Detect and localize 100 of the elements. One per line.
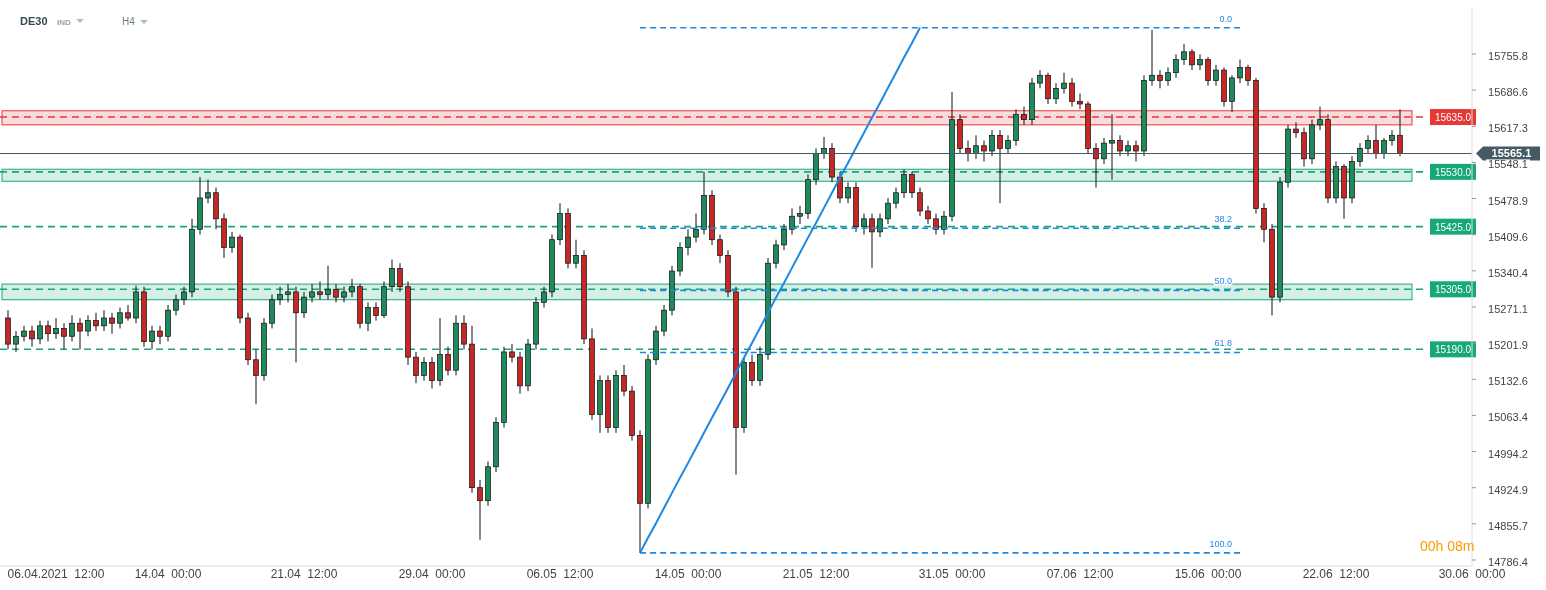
candlestick xyxy=(845,181,851,204)
candlestick xyxy=(93,312,99,332)
candlestick xyxy=(373,301,379,322)
candlestick xyxy=(69,314,75,342)
candlestick xyxy=(773,239,779,269)
annotation: H4 xyxy=(122,16,136,27)
y-tick-label: 15617.3 xyxy=(1488,122,1528,135)
y-tick-label: 15271.1 xyxy=(1488,302,1528,315)
candlestick xyxy=(37,320,43,345)
candlestick xyxy=(53,317,59,340)
candlestick xyxy=(869,213,875,269)
candlestick xyxy=(1381,137,1387,160)
candlestick xyxy=(997,129,1003,204)
candlestick xyxy=(781,223,787,251)
candlestick xyxy=(621,364,627,397)
candlestick xyxy=(821,136,827,160)
candlestick xyxy=(285,283,291,303)
candlestick xyxy=(917,187,923,217)
candlestick xyxy=(277,286,283,306)
candlestick xyxy=(181,286,187,306)
candlestick xyxy=(1261,202,1267,243)
candlestick xyxy=(85,314,91,337)
candlestick xyxy=(573,239,579,269)
candlestick xyxy=(981,140,987,162)
series-label: 61.8 xyxy=(1214,338,1232,349)
series-label: 50.0 xyxy=(1214,276,1232,287)
candlestick xyxy=(149,325,155,350)
y-tick-label: 15063.4 xyxy=(1488,411,1528,424)
ref-line-label: 15190.0 xyxy=(1434,344,1472,356)
candlestick xyxy=(965,140,971,162)
y-tick-label: 15478.9 xyxy=(1488,194,1528,207)
candlestick xyxy=(885,197,891,225)
candlestick xyxy=(925,205,931,225)
candlestick xyxy=(101,309,107,332)
candlestick xyxy=(29,325,35,348)
candlestick xyxy=(397,262,403,293)
ref-line-label: 15530.0 xyxy=(1434,166,1472,178)
candlestick xyxy=(125,304,131,322)
candlestick xyxy=(317,280,323,301)
y-tick-label: 14786.4 xyxy=(1488,556,1528,568)
candlestick xyxy=(1293,121,1299,139)
candlestick xyxy=(205,179,211,204)
series-label: 0.0 xyxy=(1219,13,1232,24)
candlestick xyxy=(973,134,979,160)
candlestick xyxy=(365,301,371,332)
candlestick xyxy=(1317,106,1323,131)
candlestick xyxy=(77,317,83,350)
candlestick xyxy=(389,259,395,293)
ref-line-label: 15425.0 xyxy=(1434,221,1472,233)
ref-line-label: 15635.0 xyxy=(1434,112,1472,124)
candlestick xyxy=(1389,129,1395,147)
candlestick xyxy=(1373,124,1379,160)
x-tick-label: 22.06 12:00 xyxy=(1302,567,1370,581)
candlestick xyxy=(269,294,275,329)
y-tick-label: 14924.9 xyxy=(1488,483,1528,496)
candlestick xyxy=(893,187,899,209)
candlestick xyxy=(1181,43,1187,66)
x-tick-label: 21.04 12:00 xyxy=(270,567,338,581)
candlestick xyxy=(117,307,123,329)
y-tick-label: 14855.7 xyxy=(1488,519,1528,532)
x-tick-label: 06.04.2021 12:00 xyxy=(7,567,105,581)
x-tick-label: 31.05 00:00 xyxy=(918,567,986,581)
series-label: 38.2 xyxy=(1214,214,1232,225)
candlestick xyxy=(1173,53,1179,79)
y-tick-label: 15201.9 xyxy=(1488,339,1528,352)
y-tick-label: 14994.2 xyxy=(1488,447,1528,460)
x-tick-label: 15.06 00:00 xyxy=(1174,567,1242,581)
candlestick xyxy=(477,479,483,541)
candlestick xyxy=(685,228,691,256)
candlestick xyxy=(1037,69,1043,89)
candlestick xyxy=(341,286,347,303)
x-tick-label: 29.04 00:00 xyxy=(398,567,466,581)
candlestick xyxy=(429,356,435,389)
candlestick xyxy=(1005,134,1011,155)
candlestick xyxy=(109,312,115,335)
candlestick xyxy=(877,213,883,238)
candlestick xyxy=(1045,72,1051,105)
candlestick xyxy=(309,283,315,303)
candlestick xyxy=(1117,134,1123,157)
y-tick-label: 15409.6 xyxy=(1488,230,1528,243)
x-tick-label: 21.05 12:00 xyxy=(782,567,850,581)
candlestick xyxy=(333,283,339,303)
candlestick xyxy=(1165,66,1171,87)
y-tick-label: 15548.1 xyxy=(1488,158,1528,171)
series-label: 100.0 xyxy=(1209,538,1232,549)
text: IND xyxy=(57,18,71,27)
y-tick-label: 15686.6 xyxy=(1488,86,1528,99)
candlestick xyxy=(461,314,467,350)
candlestick xyxy=(1189,48,1195,71)
candlestick xyxy=(1397,108,1403,157)
candlestick xyxy=(1157,69,1163,89)
x-tick-label: 30.06 00:00 xyxy=(1438,567,1506,581)
candlestick xyxy=(1365,134,1371,155)
candlestick xyxy=(445,346,451,376)
candlestick xyxy=(421,356,427,382)
candlestick xyxy=(413,351,419,384)
candlestick xyxy=(1237,59,1243,84)
candlestick xyxy=(325,265,331,301)
candlestick xyxy=(509,343,515,363)
candlestick xyxy=(1101,137,1107,165)
